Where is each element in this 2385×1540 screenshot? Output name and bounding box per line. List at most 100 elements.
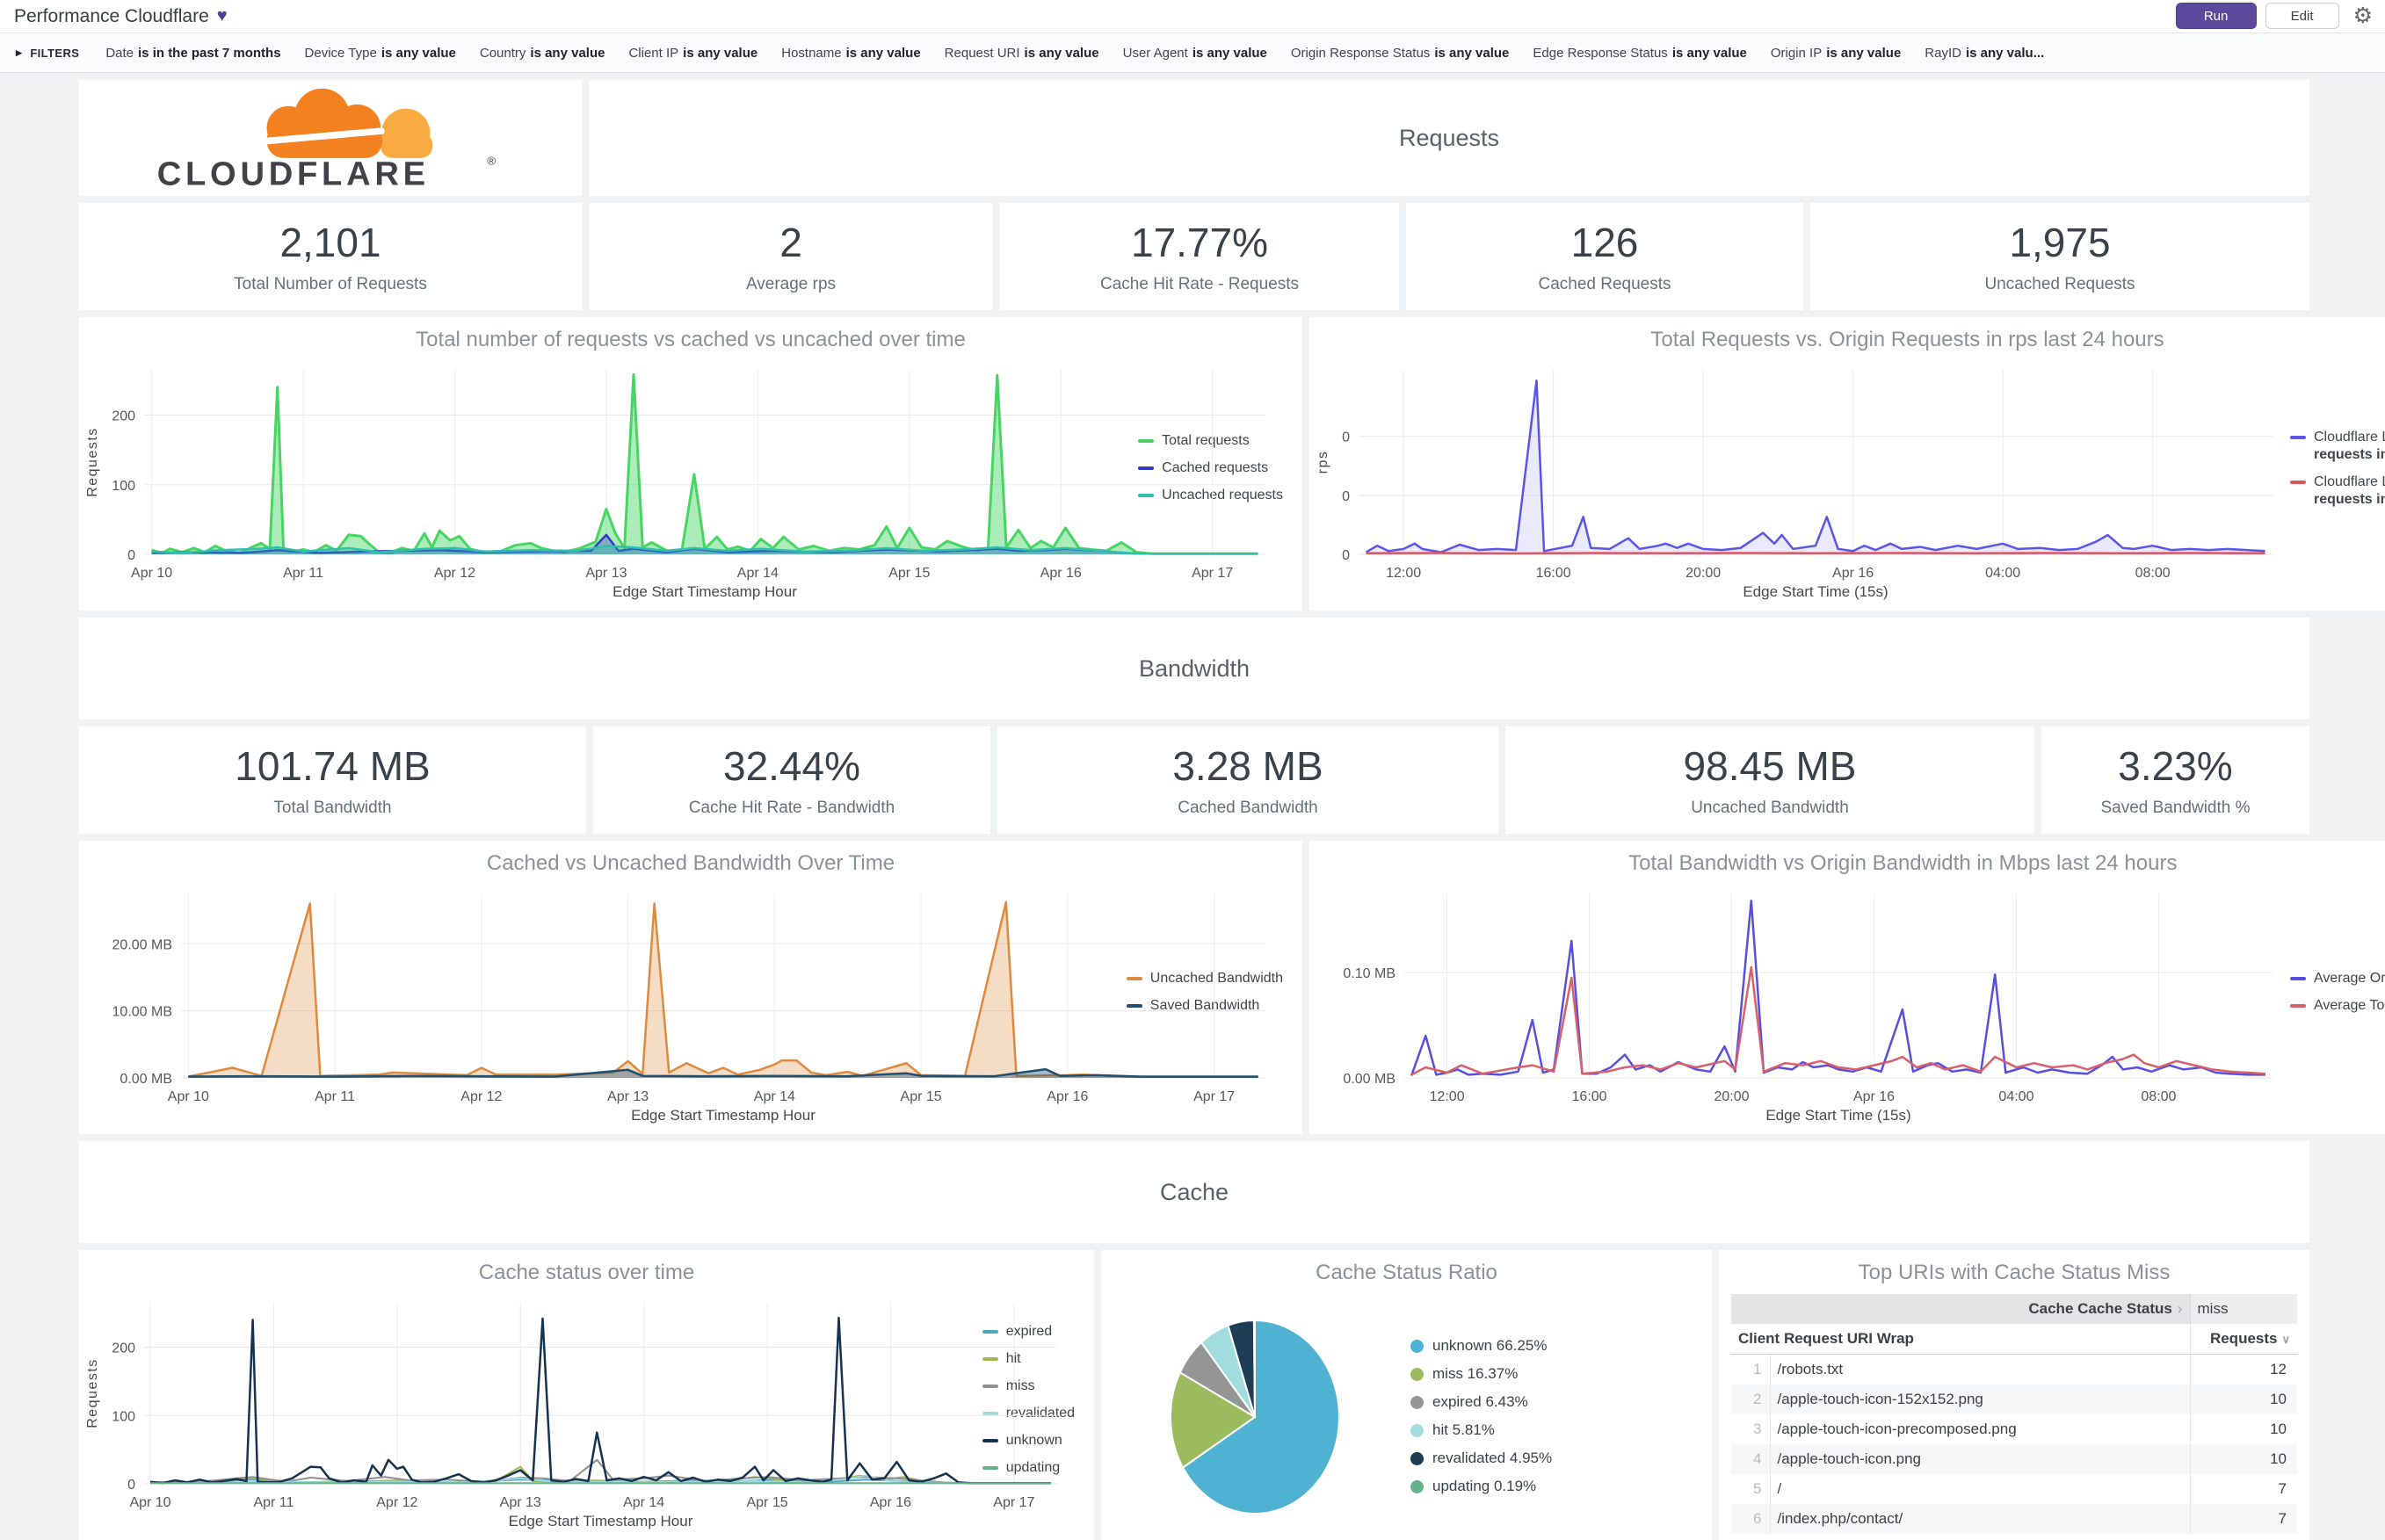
filter-item[interactable]: Origin Response Status is any value <box>1291 46 1509 61</box>
kpi-tile: 1,975 Uncached Requests <box>1810 203 2309 310</box>
requests-cell: 7 <box>2189 1474 2297 1504</box>
table-top-uris-cache-miss: Top URIs with Cache Status Miss Cache Ca… <box>1719 1250 2309 1540</box>
legend-item[interactable]: Average Origin Bandwidth <box>2290 970 2385 987</box>
uri-cell[interactable]: / <box>1777 1480 1782 1497</box>
legend-item[interactable]: Total requests <box>1138 432 1283 450</box>
pie-legend-item[interactable]: revalidated 4.95% <box>1410 1450 1552 1467</box>
legend-label: miss <box>1005 1377 1035 1393</box>
kpi-tile: 2,101 Total Number of Requests <box>79 203 582 310</box>
svg-text:12:00: 12:00 <box>1386 566 1421 581</box>
legend-item[interactable]: hit <box>982 1350 1075 1368</box>
legend-swatch <box>982 1329 998 1334</box>
edit-button[interactable]: Edit <box>2265 3 2339 29</box>
legend-swatch <box>982 1411 998 1415</box>
chart-legend: Cloudflare Logs total requests in rps Clo… <box>2287 359 2385 604</box>
svg-text:0: 0 <box>1342 548 1350 563</box>
pie-legend-label: unknown 66.25% <box>1432 1337 1548 1354</box>
pie-legend-item[interactable]: miss 16.37% <box>1410 1365 1552 1383</box>
filter-item[interactable]: Hostname is any value <box>781 46 920 61</box>
legend-swatch <box>982 1356 998 1361</box>
legend-item[interactable]: Cloudflare Logs origin requests in rps <box>2290 474 2385 509</box>
legend-item[interactable]: Uncached Bandwidth <box>1126 970 1283 987</box>
filters-toggle[interactable]: ▶ FILTERS <box>16 47 79 60</box>
svg-text:Apr 10: Apr 10 <box>129 1495 170 1510</box>
filter-item[interactable]: Country is any value <box>480 46 605 61</box>
chart-bandwidth-over-time: Cached vs Uncached Bandwidth Over Time A… <box>79 841 1302 1134</box>
svg-text:Edge Start Time (15s): Edge Start Time (15s) <box>1743 583 1888 600</box>
svg-text:200: 200 <box>112 1341 135 1356</box>
column-header-requests[interactable]: Requests ∨ <box>2189 1324 2297 1355</box>
svg-text:Apr 12: Apr 12 <box>434 566 475 581</box>
legend-item[interactable]: miss <box>982 1377 1075 1395</box>
svg-text:rps: rps <box>1316 451 1330 474</box>
run-button[interactable]: Run <box>2175 3 2257 29</box>
svg-text:20:00: 20:00 <box>1714 1089 1750 1104</box>
svg-text:0.00 MB: 0.00 MB <box>1343 1072 1395 1087</box>
filters-list: Date is in the past 7 months Device Type is… <box>105 46 2068 61</box>
pivot-field-header[interactable]: Cache Cache Status › <box>1731 1294 2190 1324</box>
legend-item[interactable]: updating <box>982 1459 1075 1477</box>
legend-swatch <box>982 1384 998 1388</box>
legend-item[interactable]: unknown <box>982 1432 1075 1450</box>
filter-condition: is any value <box>683 45 758 61</box>
page-title: Performance Cloudflare <box>14 5 209 26</box>
legend-item[interactable]: Average Total Bandwidth <box>2290 997 2385 1015</box>
filter-item[interactable]: Request URI is any value <box>945 46 1099 61</box>
svg-text:16:00: 16:00 <box>1536 566 1571 581</box>
uri-cell[interactable]: /index.php/contact/ <box>1777 1510 1903 1527</box>
svg-text:04:00: 04:00 <box>1998 1089 2033 1104</box>
svg-text:0: 0 <box>1342 489 1350 504</box>
filter-field: Hostname <box>781 45 842 61</box>
pie-legend-item[interactable]: updating 0.19% <box>1410 1478 1552 1495</box>
kpi-label: Average rps <box>745 275 837 293</box>
legend-dot <box>1410 1367 1424 1381</box>
legend-dot <box>1410 1479 1424 1493</box>
svg-text:Apr 14: Apr 14 <box>623 1495 664 1510</box>
legend-label: unknown <box>1005 1432 1062 1448</box>
section-title-bandwidth: Bandwidth <box>79 618 2309 719</box>
kpi-tile: 2 Average rps <box>589 203 993 310</box>
filter-field: RayID <box>1925 45 1961 61</box>
pie-chart <box>1101 1305 1409 1529</box>
chart-rps-last-24h: Total Requests vs. Origin Requests in rp… <box>1309 317 2385 611</box>
filter-condition: is any value <box>530 45 605 61</box>
legend-item[interactable]: Cloudflare Logs total requests in rps <box>2290 429 2385 464</box>
chart-title: Total Bandwidth vs Origin Bandwidth in M… <box>1628 851 2178 875</box>
chart-cache-status-over-time: Cache status over time Apr 10 Apr 11 Apr 1… <box>79 1250 1094 1540</box>
pie-slice <box>1252 1319 1256 1417</box>
column-header-uri[interactable]: Client Request URI Wrap <box>1731 1324 2190 1355</box>
filter-item[interactable]: User Agent is any value <box>1123 46 1267 61</box>
filter-item[interactable]: RayID is any valu... <box>1925 46 2044 61</box>
top-bar: Performance Cloudflare ♥ Run Edit ⚙ <box>0 0 2385 33</box>
legend-item[interactable]: revalidated <box>982 1405 1075 1422</box>
legend-swatch <box>1126 976 1142 980</box>
filter-field: Origin IP <box>1770 45 1823 61</box>
uri-cell[interactable]: /apple-touch-icon-152x152.png <box>1777 1391 1983 1407</box>
pie-legend-item[interactable]: hit 5.81% <box>1410 1421 1552 1439</box>
gear-icon[interactable]: ⚙ <box>2352 4 2373 28</box>
legend-swatch <box>982 1465 998 1470</box>
filter-item[interactable]: Origin IP is any value <box>1771 46 1901 61</box>
svg-text:Requests: Requests <box>85 427 100 497</box>
svg-text:Apr 14: Apr 14 <box>754 1089 795 1104</box>
uri-cell[interactable]: /robots.txt <box>1777 1361 1844 1377</box>
kpi-value: 3.23% <box>2118 743 2233 789</box>
filter-item[interactable]: Date is in the past 7 months <box>105 46 280 61</box>
legend-label: revalidated <box>1005 1405 1075 1421</box>
legend-item[interactable]: Saved Bandwidth <box>1126 997 1283 1015</box>
legend-swatch <box>2290 1003 2306 1008</box>
legend-label: Cloudflare Logs origin requests in rps <box>2314 474 2385 507</box>
filter-item[interactable]: Client IP is any value <box>628 46 758 61</box>
filter-item[interactable]: Edge Response Status is any value <box>1533 46 1747 61</box>
filter-item[interactable]: Device Type is any value <box>305 46 456 61</box>
legend-item[interactable]: Uncached requests <box>1138 487 1283 504</box>
svg-text:Apr 17: Apr 17 <box>993 1495 1034 1510</box>
pie-legend-item[interactable]: expired 6.43% <box>1410 1393 1552 1411</box>
row-number: 6 <box>1731 1504 1771 1534</box>
legend-item[interactable]: Cached requests <box>1138 459 1283 477</box>
uri-cell[interactable]: /apple-touch-icon.png <box>1777 1450 1922 1467</box>
chart-title: Total Requests vs. Origin Requests in rp… <box>1650 328 2164 351</box>
pie-legend-item[interactable]: unknown 66.25% <box>1410 1337 1552 1355</box>
uri-cell[interactable]: /apple-touch-icon-precomposed.png <box>1777 1421 2017 1437</box>
legend-item[interactable]: expired <box>982 1323 1075 1341</box>
